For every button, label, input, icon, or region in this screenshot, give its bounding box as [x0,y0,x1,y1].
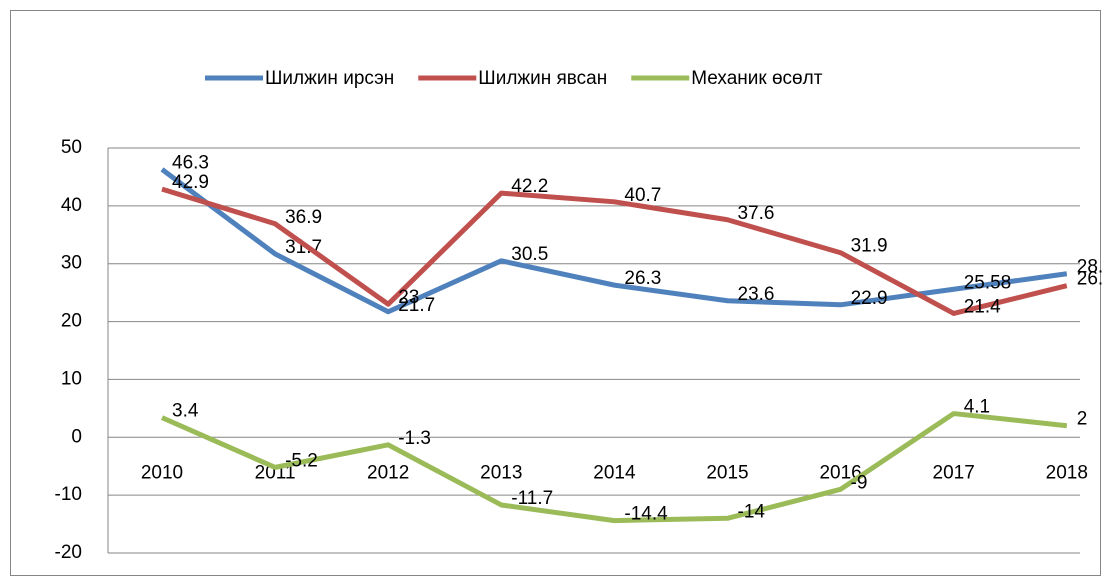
data-label: 37.6 [738,203,775,224]
series-line [161,186,1068,316]
data-label: -14 [738,501,766,522]
data-label: 2 [1077,409,1088,430]
y-tick-label: 30 [61,253,82,274]
data-label: 26.3 [624,268,661,289]
x-tick-label: 2017 [933,462,975,483]
data-label: 31.9 [851,236,888,257]
data-label: 42.2 [511,176,548,197]
y-tick-label: -20 [55,542,82,563]
data-label: 30.5 [511,244,548,265]
x-tick-label: 2015 [706,462,748,483]
y-tick-label: -10 [55,484,82,505]
data-label: 25.58 [964,272,1012,293]
data-label: 3.4 [172,401,199,422]
x-tick-label: 2016 [819,462,861,483]
x-tick-label: 2013 [480,462,522,483]
data-label: 4.1 [964,397,990,418]
data-label: 46.3 [172,152,209,173]
legend-label: Шилжин ирсэн [265,68,394,89]
y-tick-label: 40 [61,195,82,216]
series-line [160,411,1068,524]
y-tick-label: 50 [61,137,82,158]
y-tick-label: 0 [71,426,82,447]
data-label: 40.7 [624,185,661,206]
y-tick-label: 20 [61,311,82,332]
legend-label: Механик өсөлт [691,68,822,89]
data-label: -9 [851,472,868,493]
data-label: 26.2 [1077,269,1103,290]
y-tick-label: 10 [61,368,82,389]
x-tick-label: 2018 [1046,462,1088,483]
data-label: 42.9 [172,172,209,193]
x-tick-label: 2014 [593,462,636,483]
data-label: -5.2 [285,450,318,471]
legend-label: Шилжин явсан [478,68,607,89]
data-label: -14.4 [624,504,668,525]
data-label: 36.9 [285,207,322,228]
data-label: 23.6 [738,284,775,305]
data-label: -11.7 [511,488,553,509]
x-tick-label: 2010 [141,462,183,483]
data-label: -1.3 [398,428,431,449]
data-label: 21.7 [398,295,435,316]
data-label: 22.9 [851,288,888,309]
data-label: 28.27 [1077,257,1103,278]
x-tick-label: 2012 [367,462,409,483]
data-label: 23 [398,287,419,308]
data-label: 21.4 [964,296,1001,317]
